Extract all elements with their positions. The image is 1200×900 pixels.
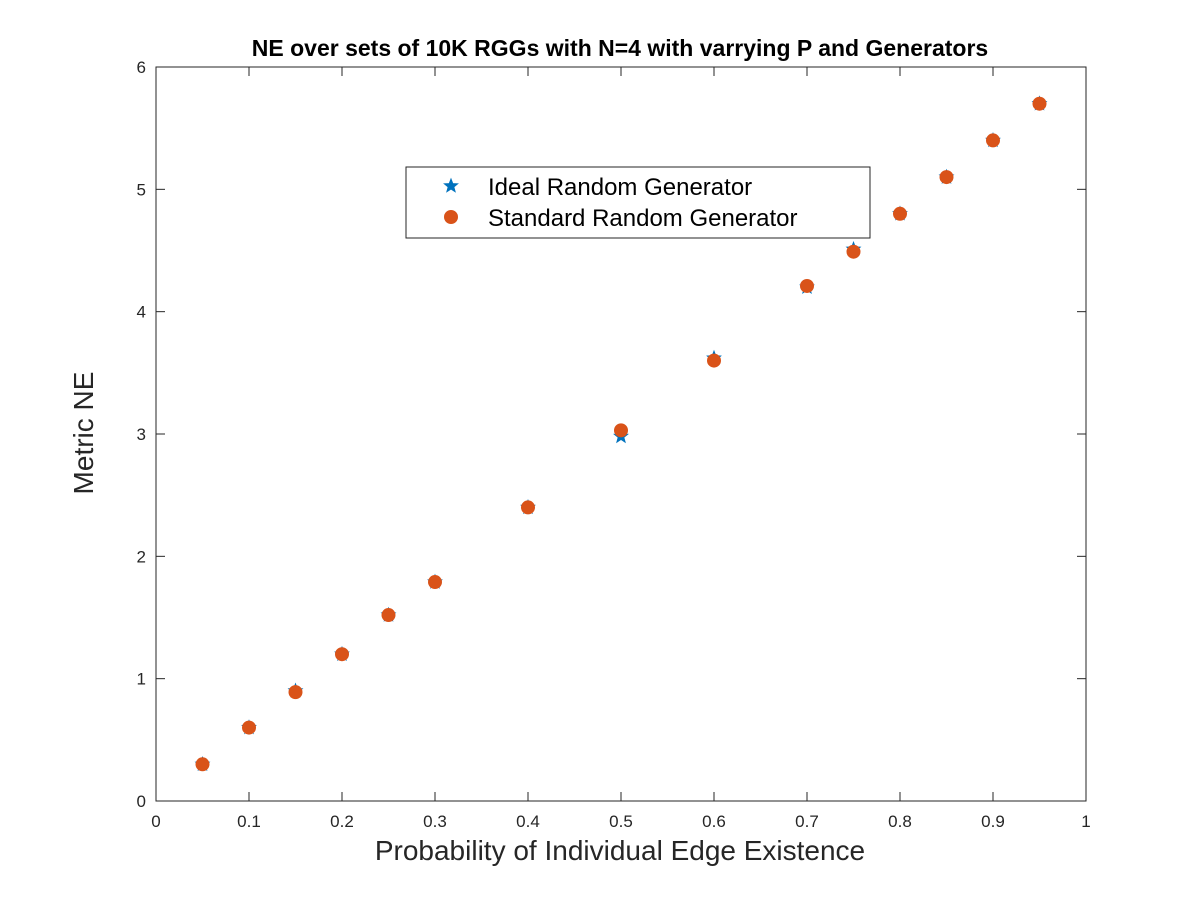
x-tick-label: 0.9 (981, 812, 1005, 831)
y-tick-label: 4 (137, 303, 146, 322)
legend-entry-label: Ideal Random Generator (488, 174, 752, 201)
x-tick-label: 0.8 (888, 812, 912, 831)
chart-title: NE over sets of 10K RGGs with N=4 with v… (252, 35, 988, 61)
y-tick-label: 3 (137, 425, 146, 444)
standard-point (521, 500, 535, 515)
x-tick-label: 0 (151, 812, 160, 831)
y-tick-label: 6 (137, 58, 146, 77)
x-tick-label: 0.1 (237, 812, 261, 831)
legend-marker-standard (444, 210, 458, 224)
standard-point (195, 757, 210, 772)
legend: Ideal Random Generator Standard Random Ge… (405, 166, 871, 239)
x-tick-label: 0.7 (795, 812, 819, 831)
standard-point (1032, 96, 1047, 111)
standard-point (288, 685, 303, 700)
standard-point (800, 278, 814, 293)
legend-box (405, 166, 871, 239)
x-tick-label: 0.5 (609, 812, 633, 831)
y-tick-label: 1 (137, 670, 146, 689)
standard-point (893, 206, 907, 221)
y-axis-label: Metric NE (68, 372, 99, 495)
standard-point (614, 423, 628, 438)
x-tick-label: 0.6 (702, 812, 726, 831)
standard-point (242, 720, 256, 735)
standard-point (428, 575, 442, 590)
x-tick-label: 1 (1081, 812, 1090, 831)
standard-point (335, 647, 349, 662)
y-tick-label: 0 (137, 792, 146, 811)
x-tick-label: 0.2 (330, 812, 354, 831)
x-tick-label: 0.3 (423, 812, 447, 831)
legend-entry-label: Standard Random Generator (488, 205, 798, 232)
series-standard (195, 96, 1047, 772)
y-tick-label: 2 (137, 547, 146, 566)
standard-point (707, 353, 721, 368)
y-tick-label: 5 (137, 180, 146, 199)
legend-marker-ideal (443, 177, 459, 193)
x-axis-label: Probability of Individual Edge Existence (375, 835, 865, 866)
x-tick-label: 0.4 (516, 812, 540, 831)
standard-point (846, 244, 861, 259)
standard-point (381, 608, 396, 623)
standard-point (939, 170, 954, 185)
standard-point (986, 133, 1000, 148)
